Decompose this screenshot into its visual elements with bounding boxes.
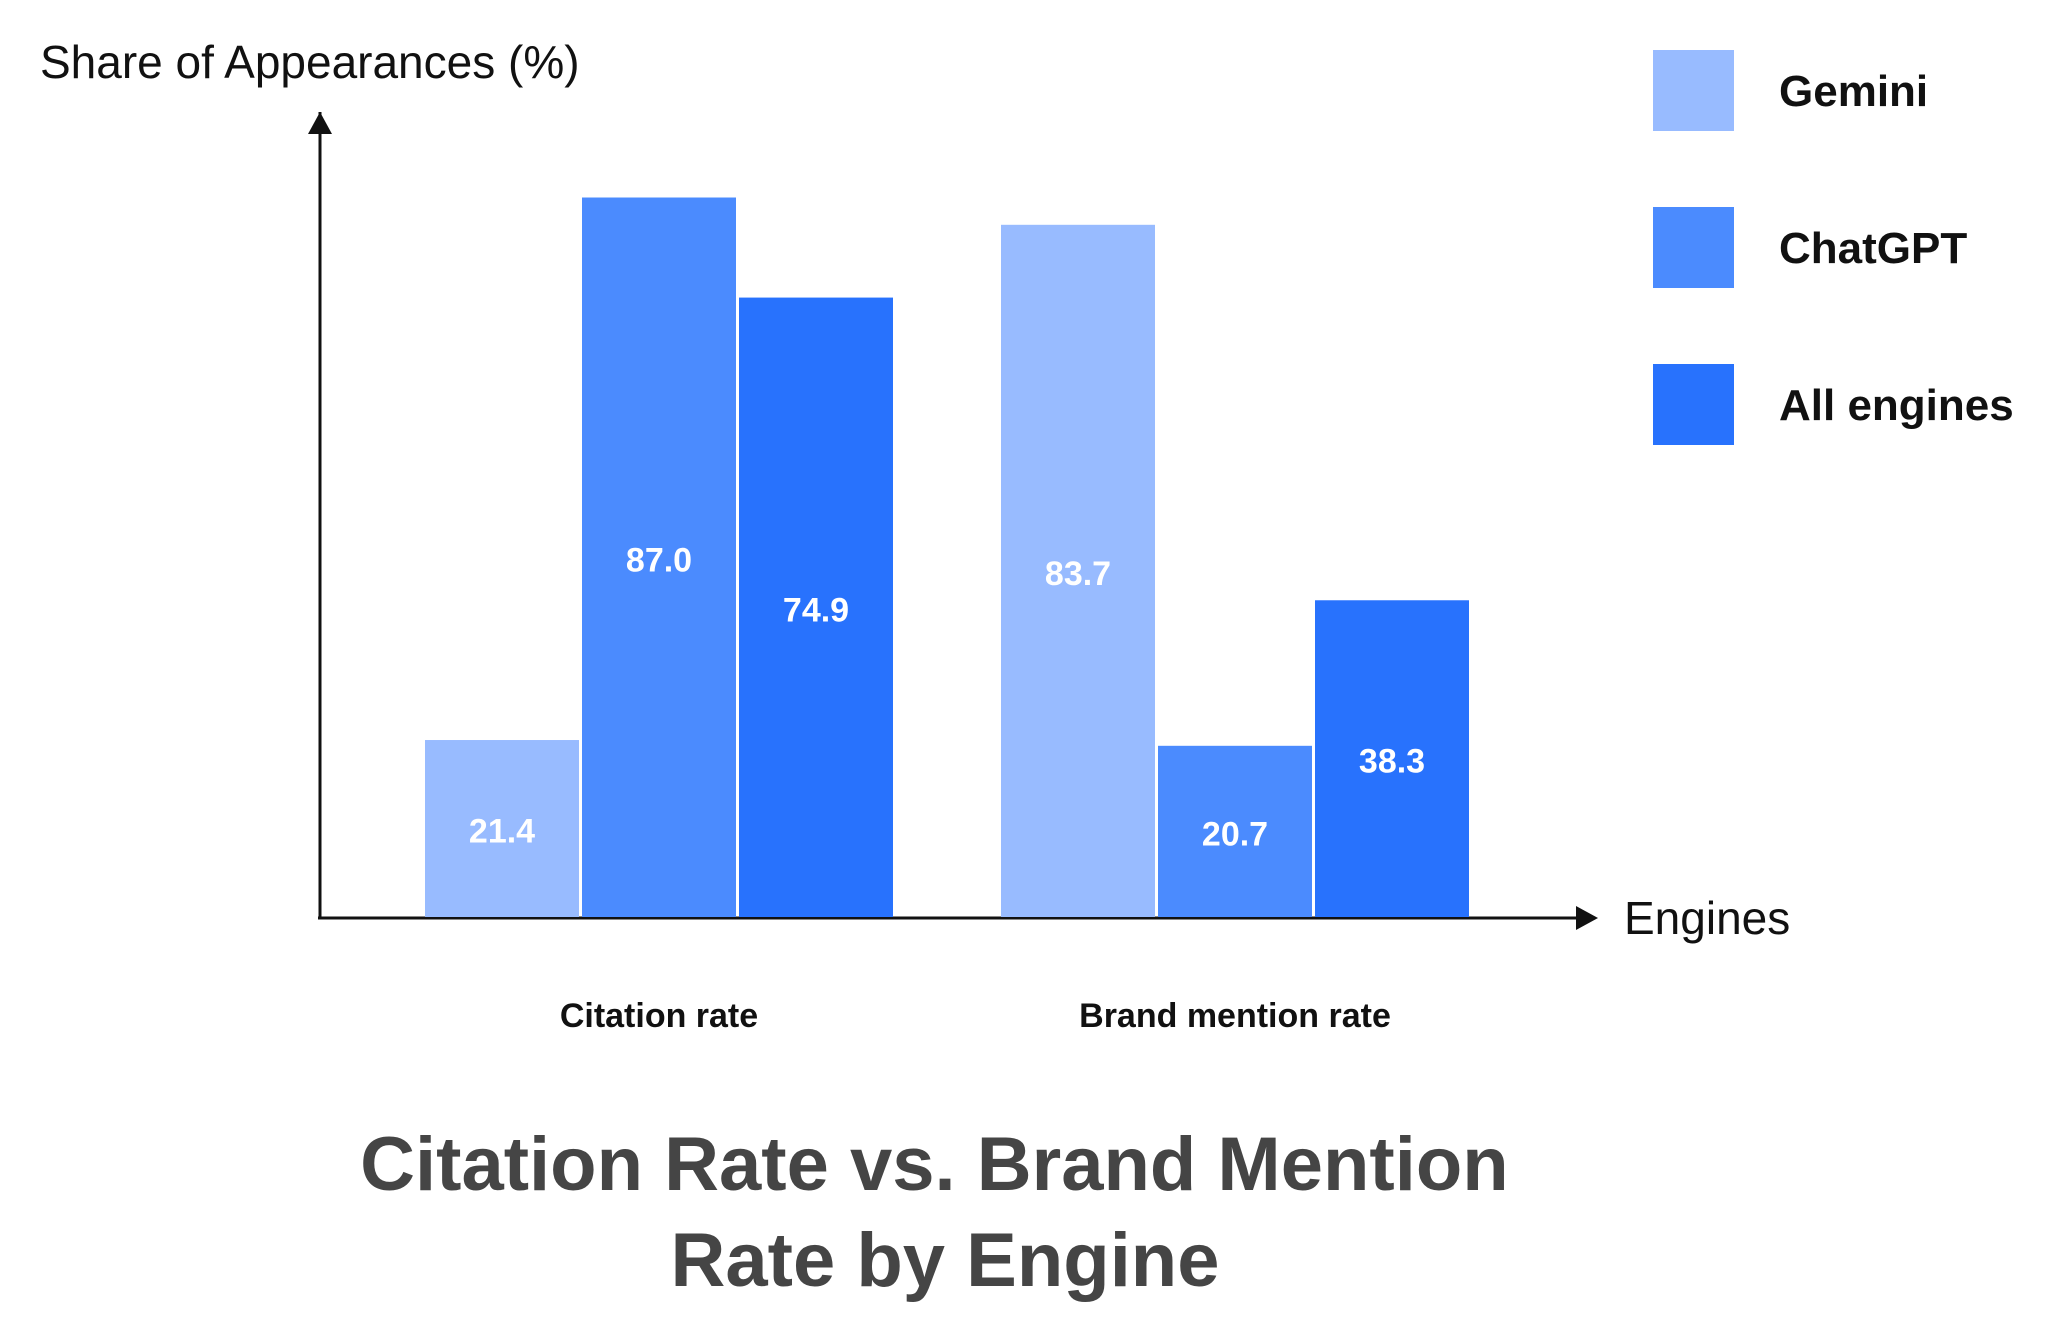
bar-gemini-citation-rate — [425, 740, 579, 917]
data-label-gemini-brand-mention-rate: 83.7 — [1045, 555, 1111, 593]
bar-chatgpt-brand-mention-rate — [1158, 745, 1312, 917]
y-axis-title: Share of Appearances (%) — [40, 36, 580, 88]
legend-label-gemini: Gemini — [1779, 67, 1928, 116]
bar-gemini-brand-mention-rate — [1001, 224, 1155, 917]
data-label-chatgpt-citation-rate: 87.0 — [626, 541, 692, 579]
y-axis-arrow — [308, 112, 332, 134]
bar-all-engines-citation-rate — [739, 297, 893, 917]
legend-label-all-engines: All engines — [1779, 381, 2014, 430]
chart-title: Citation Rate vs. Brand Mention Rate by … — [360, 1122, 1530, 1303]
legend-label-chatgpt: ChatGPT — [1779, 224, 1967, 273]
data-label-chatgpt-brand-mention-rate: 20.7 — [1202, 815, 1268, 853]
bar-chatgpt-citation-rate — [582, 197, 736, 917]
data-label-all-engines-citation-rate: 74.9 — [783, 591, 849, 629]
category-labels: Citation rate Brand mention rate — [560, 997, 1391, 1035]
legend-swatch-gemini — [1653, 50, 1734, 131]
category-label-citation-rate: Citation rate — [560, 997, 758, 1035]
chart-title-line-2: Rate by Engine — [671, 1218, 1220, 1303]
data-label-all-engines-brand-mention-rate: 38.3 — [1359, 743, 1425, 781]
bars-group: 21.4 87.0 74.9 83.7 20.7 38.3 — [425, 197, 1469, 917]
legend: Gemini ChatGPT All engines — [1653, 50, 2014, 445]
legend-swatch-all-engines — [1653, 364, 1734, 445]
category-label-brand-mention-rate: Brand mention rate — [1079, 997, 1391, 1035]
legend-swatch-chatgpt — [1653, 207, 1734, 288]
chart-title-line-1: Citation Rate vs. Brand Mention — [360, 1122, 1509, 1207]
x-axis-arrow — [1576, 906, 1598, 930]
bar-all-engines-brand-mention-rate — [1315, 600, 1469, 917]
data-label-gemini-citation-rate: 21.4 — [469, 813, 535, 851]
x-axis-title: Engines — [1624, 892, 1790, 944]
